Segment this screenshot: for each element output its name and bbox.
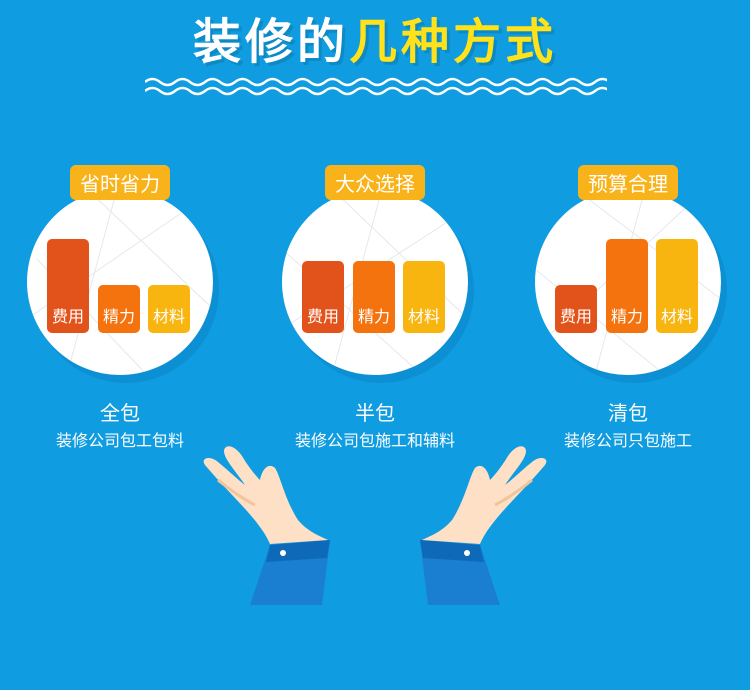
option-name: 清包 xyxy=(608,401,648,425)
bar-label: 精力 xyxy=(102,307,135,326)
bar-cost: 费用 xyxy=(47,239,89,333)
option-description: 装修公司只包施工 xyxy=(563,431,692,450)
bar-group: 费用 精力 材料 xyxy=(555,207,709,337)
right-hand xyxy=(422,446,547,544)
title-white-part: 装修的 xyxy=(192,14,349,70)
option-name: 全包 xyxy=(100,401,140,425)
bar-label: 精力 xyxy=(357,307,390,326)
bar-material: 材料 xyxy=(656,239,698,333)
bar-label: 费用 xyxy=(51,307,84,326)
option-card-full-package: 费用 精力 材料 省时省力 全包 装修公司包工包料 xyxy=(0,165,240,465)
bar-cost: 费用 xyxy=(555,285,597,333)
title-yellow-part: 几种方式 xyxy=(349,14,558,70)
comparison-circle: 费用 精力 材料 xyxy=(27,189,213,375)
bar-material: 材料 xyxy=(148,285,190,333)
comparison-circle: 费用 精力 材料 xyxy=(535,189,721,375)
comparison-circle: 费用 精力 材料 xyxy=(282,189,468,375)
option-description: 装修公司包施工和辅料 xyxy=(294,431,455,450)
option-description: 装修公司包工包料 xyxy=(55,431,184,450)
bar-label: 费用 xyxy=(306,307,339,326)
right-sleeve xyxy=(420,540,500,605)
option-badge: 省时省力 xyxy=(70,165,170,200)
bar-effort: 精力 xyxy=(98,285,140,333)
option-card-labor-only: 费用 精力 材料 预算合理 清包 装修公司只包施工 xyxy=(508,165,748,465)
bar-label: 材料 xyxy=(407,307,440,326)
bar-group: 费用 精力 材料 xyxy=(302,207,456,337)
bar-group: 费用 精力 材料 xyxy=(47,207,201,337)
bar-material: 材料 xyxy=(403,261,445,333)
bar-label: 材料 xyxy=(660,307,693,326)
left-sleeve xyxy=(250,540,330,605)
bar-effort: 精力 xyxy=(606,239,648,333)
bar-label: 材料 xyxy=(152,307,185,326)
bar-cost: 费用 xyxy=(302,261,344,333)
open-hands-illustration xyxy=(203,446,547,605)
bar-label: 费用 xyxy=(559,307,592,326)
left-hand xyxy=(203,446,328,544)
option-name: 半包 xyxy=(355,401,395,425)
wave-divider xyxy=(145,77,607,96)
option-badge: 预算合理 xyxy=(578,165,678,200)
option-card-half-package: 费用 精力 材料 大众选择 半包 装修公司包施工和辅料 xyxy=(255,165,495,465)
bar-label: 精力 xyxy=(610,307,643,326)
bar-effort: 精力 xyxy=(353,261,395,333)
option-badge: 大众选择 xyxy=(325,165,425,200)
page-title: 装修的几种方式 xyxy=(0,2,750,72)
